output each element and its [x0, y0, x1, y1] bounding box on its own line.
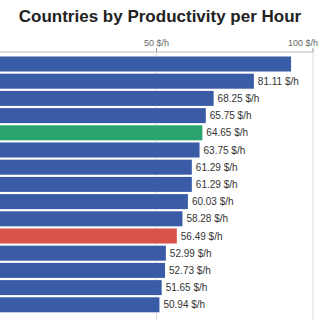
- bar: [0, 246, 166, 261]
- tick-mark: [313, 48, 314, 52]
- bar: [0, 229, 177, 244]
- title: Countries by Productivity per Hour: [19, 7, 302, 26]
- bar: [0, 91, 214, 106]
- data-label: 51.65 $/h: [166, 282, 208, 293]
- bar: [0, 280, 162, 295]
- bar: [0, 297, 159, 312]
- data-label: 81.11 $/h: [258, 76, 299, 87]
- bar: [0, 211, 182, 226]
- data-label: 50.94 $/h: [163, 299, 205, 310]
- bar: [0, 160, 192, 175]
- bar: [0, 177, 192, 192]
- data-label: 58.28 $/h: [186, 213, 228, 224]
- bar: [0, 108, 206, 123]
- tick-label: 50 $/h: [144, 38, 169, 48]
- bar: [0, 263, 165, 278]
- data-label: 63.75 $/h: [204, 145, 246, 156]
- data-label: 60.03 $/h: [192, 196, 234, 207]
- data-label: 56.49 $/h: [181, 231, 223, 242]
- grid-line: [313, 52, 314, 320]
- bar: [0, 194, 188, 209]
- data-label: 52.99 $/h: [170, 248, 212, 259]
- chart: Countries by Productivity per Hour 50 $/h…: [0, 0, 320, 320]
- data-label: 61.29 $/h: [196, 162, 238, 173]
- data-label: 52.73 $/h: [169, 265, 211, 276]
- data-label: 65.75 $/h: [210, 110, 252, 121]
- bar: [0, 74, 254, 89]
- bar: [0, 57, 291, 72]
- tick-label: 100 $/h: [288, 38, 318, 48]
- bar: [0, 143, 200, 158]
- bar: [0, 125, 202, 140]
- data-label: 68.25 $/h: [218, 93, 260, 104]
- data-label: 64.65 $/h: [206, 127, 248, 138]
- data-label: 61.29 $/h: [196, 179, 238, 190]
- bars: [0, 57, 291, 313]
- tick-mark: [156, 48, 157, 52]
